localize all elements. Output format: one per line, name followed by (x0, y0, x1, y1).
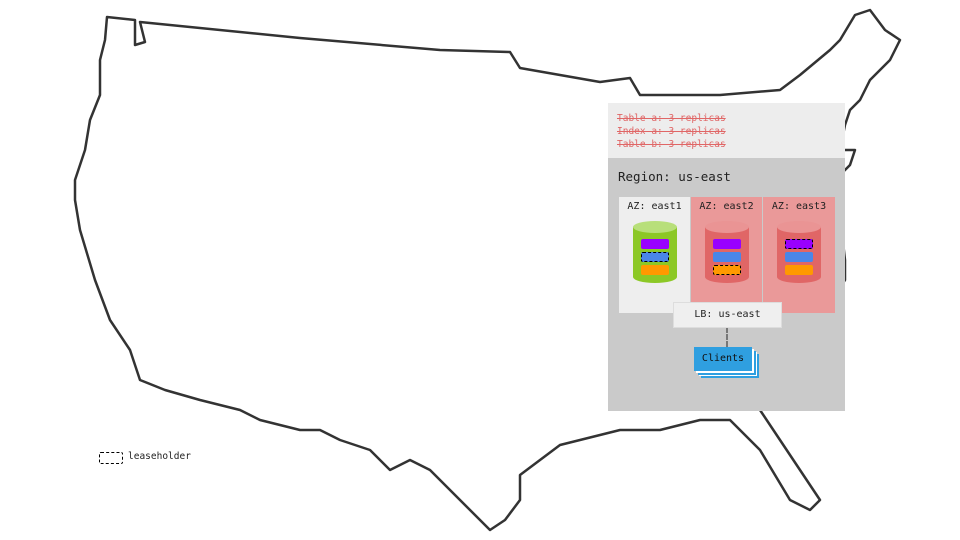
az-label: AZ: east1 (627, 201, 682, 212)
range-purple (713, 239, 741, 249)
region-label: Region: us-east (618, 169, 731, 184)
load-balancer: LB: us-east (673, 302, 782, 328)
range-orange (785, 265, 813, 275)
az-2: AZ: east2 (691, 197, 762, 313)
range-orange (641, 265, 669, 275)
range-blue-leaseholder (641, 252, 669, 262)
leaseholder-legend-icon (99, 452, 123, 464)
replica-line-index-a: Index a: 3 replicas (617, 126, 726, 137)
range-purple-leaseholder (785, 239, 813, 249)
range-blue (785, 252, 813, 262)
az-1: AZ: east1 (619, 197, 690, 313)
clients-box: Clients (694, 347, 752, 371)
range-orange-leaseholder (713, 265, 741, 275)
range-blue (713, 252, 741, 262)
replica-line-table-a: Table a: 3 replicas (617, 113, 726, 124)
az-label: AZ: east2 (699, 201, 754, 212)
replica-line-table-b: Table b: 3 replicas (617, 139, 726, 150)
lb-clients-connector (726, 327, 728, 347)
az-3: AZ: east3 (763, 197, 835, 313)
legend-label: leaseholder (128, 451, 191, 462)
az-label: AZ: east3 (771, 201, 827, 212)
replica-config-box (608, 103, 845, 158)
range-purple (641, 239, 669, 249)
